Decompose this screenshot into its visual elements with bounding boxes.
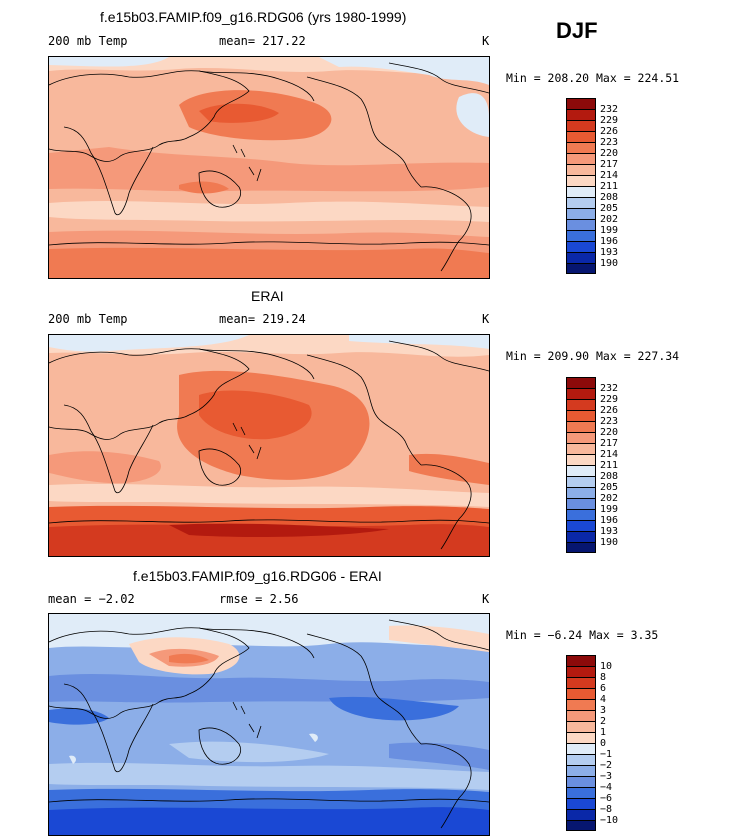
panel-1-mean-label: mean= 217.22 bbox=[219, 34, 306, 48]
panel-1-colorbar-labels: 232 229 226 223 220 217 214 211 208 205 202 199 196 1… bbox=[600, 104, 619, 269]
panel-3-colorbar bbox=[566, 655, 596, 831]
panel-3-rmse-label: rmse = 2.56 bbox=[219, 592, 299, 606]
panel-3-coastlines bbox=[49, 619, 489, 829]
panel-3-colorbar-labels: 10 8 6 4 3 2 1 0 −1 −2 −3 −4 −6 −8 −10 bbox=[600, 661, 619, 826]
panel-2-units-label: K bbox=[482, 312, 490, 326]
panel-1-variable-label: 200 mb Temp bbox=[48, 34, 128, 48]
panel-3-title: f.e15b03.FAMIP.f09_g16.RDG06 - ERAI bbox=[133, 568, 382, 584]
panel-2-coastlines bbox=[49, 340, 489, 550]
panel-3-map bbox=[48, 613, 490, 836]
panel-3-contour-map bbox=[49, 614, 489, 835]
panel-1-minmax: Min = 208.20 Max = 224.51 bbox=[506, 71, 680, 85]
panel-2-map bbox=[48, 334, 490, 557]
panel-3-mean-label: mean = −2.02 bbox=[48, 592, 135, 606]
panel-1-title: f.e15b03.FAMIP.f09_g16.RDG06 (yrs 1980-1… bbox=[100, 9, 407, 25]
season-label: DJF bbox=[556, 18, 598, 43]
panel-2-minmax: Min = 209.90 Max = 227.34 bbox=[506, 349, 680, 363]
panel-1-coastlines bbox=[49, 62, 489, 272]
panel-1-contour-map bbox=[49, 57, 489, 278]
panel-1-colorbar bbox=[566, 98, 596, 274]
panel-3-units-label: K bbox=[482, 592, 490, 606]
panel-1-units-label: K bbox=[482, 34, 490, 48]
panel-2-title: ERAI bbox=[251, 288, 284, 304]
panel-2-colorbar-labels: 232 229 226 223 220 217 214 211 208 205 202 199 196 1… bbox=[600, 383, 619, 548]
panel-2-colorbar bbox=[566, 377, 596, 553]
panel-2-mean-label: mean= 219.24 bbox=[219, 312, 306, 326]
panel-2-contour-map bbox=[49, 335, 489, 556]
panel-1-map bbox=[48, 56, 490, 279]
panel-3-minmax: Min = −6.24 Max = 3.35 bbox=[506, 628, 659, 642]
panel-2-variable-label: 200 mb Temp bbox=[48, 312, 128, 326]
